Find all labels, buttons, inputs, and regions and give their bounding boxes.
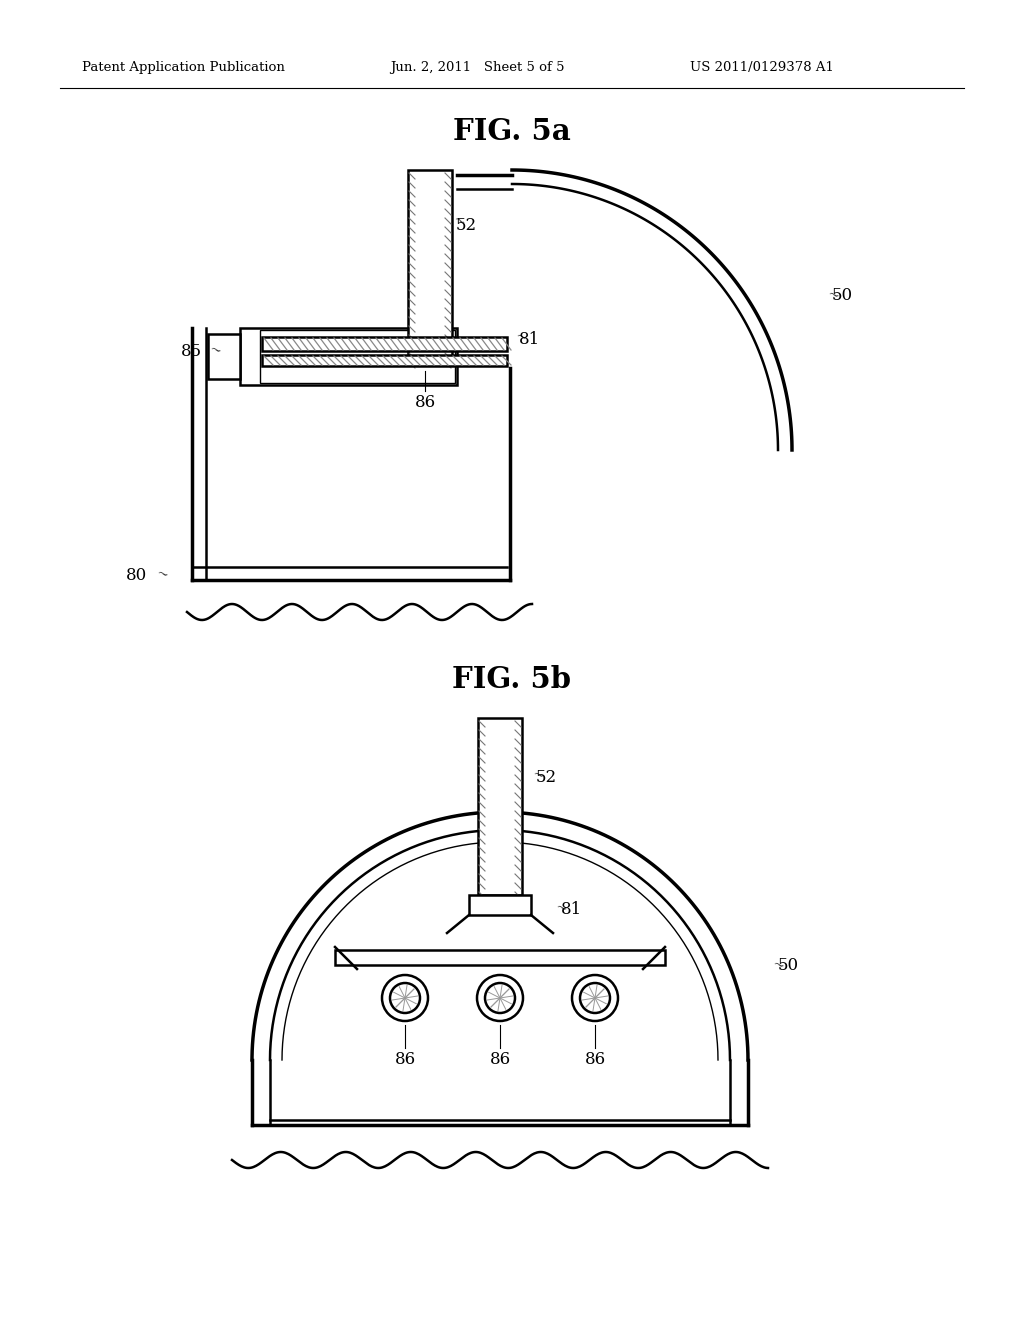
Bar xyxy=(262,337,507,351)
Text: 86: 86 xyxy=(585,1051,605,1068)
Bar xyxy=(240,327,457,385)
Text: US 2011/0129378 A1: US 2011/0129378 A1 xyxy=(690,62,834,74)
Bar xyxy=(469,895,531,915)
Text: Patent Application Publication: Patent Application Publication xyxy=(82,62,285,74)
Text: ~: ~ xyxy=(770,957,785,974)
Text: 81: 81 xyxy=(519,330,541,347)
Bar xyxy=(208,334,240,379)
Text: ~: ~ xyxy=(450,213,467,231)
Bar xyxy=(260,330,455,383)
Text: ~: ~ xyxy=(530,767,546,784)
Text: 86: 86 xyxy=(394,1051,416,1068)
Text: ~: ~ xyxy=(825,288,841,305)
Text: 52: 52 xyxy=(536,770,557,787)
Text: FIG. 5b: FIG. 5b xyxy=(453,665,571,694)
Text: ~: ~ xyxy=(207,342,222,359)
Bar xyxy=(335,950,665,965)
Text: FIG. 5a: FIG. 5a xyxy=(454,117,570,147)
Text: 85: 85 xyxy=(181,342,202,359)
Bar xyxy=(408,170,452,366)
Bar xyxy=(478,718,522,895)
Text: ~: ~ xyxy=(154,566,170,583)
Text: 86: 86 xyxy=(415,393,435,411)
Text: Jun. 2, 2011   Sheet 5 of 5: Jun. 2, 2011 Sheet 5 of 5 xyxy=(390,62,564,74)
Text: ~: ~ xyxy=(553,900,568,917)
Text: ~: ~ xyxy=(513,330,528,347)
Text: 80: 80 xyxy=(126,566,147,583)
Text: 81: 81 xyxy=(561,902,583,919)
Text: 50: 50 xyxy=(778,957,799,974)
Text: 86: 86 xyxy=(489,1051,511,1068)
Bar xyxy=(262,355,507,366)
Text: 50: 50 xyxy=(831,288,853,305)
Text: 52: 52 xyxy=(456,216,477,234)
